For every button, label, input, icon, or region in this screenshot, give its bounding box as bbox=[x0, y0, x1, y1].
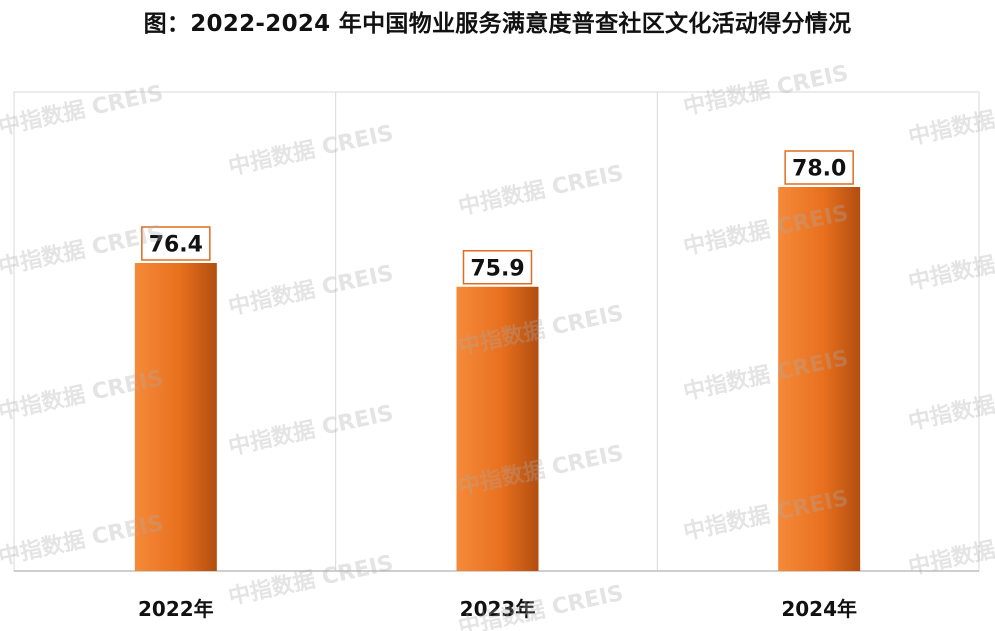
bars-group bbox=[134, 187, 861, 571]
x-tick-label: 2022年 bbox=[138, 597, 214, 621]
bar-2024年 bbox=[778, 187, 861, 571]
data-label-box bbox=[784, 150, 854, 185]
data-label: 76.4 bbox=[149, 233, 203, 258]
data-label-box bbox=[462, 250, 533, 285]
data-label: 75.9 bbox=[470, 256, 524, 281]
x-tick-labels-group: 2022年 2023年 2024年 bbox=[138, 597, 857, 621]
x-tick-label: 2023年 bbox=[460, 597, 536, 621]
data-label: 78.0 bbox=[792, 157, 846, 182]
data-label-box bbox=[141, 226, 211, 261]
bar-2023年 bbox=[456, 286, 539, 571]
x-tick-label: 2024年 bbox=[781, 597, 857, 621]
bar-2022年 bbox=[134, 263, 217, 571]
chart-title: 图：2022-2024 年中国物业服务满意度普查社区文化活动得分情况 bbox=[143, 11, 852, 37]
data-labels-group: 76.4 75.9 78.0 bbox=[141, 150, 854, 285]
